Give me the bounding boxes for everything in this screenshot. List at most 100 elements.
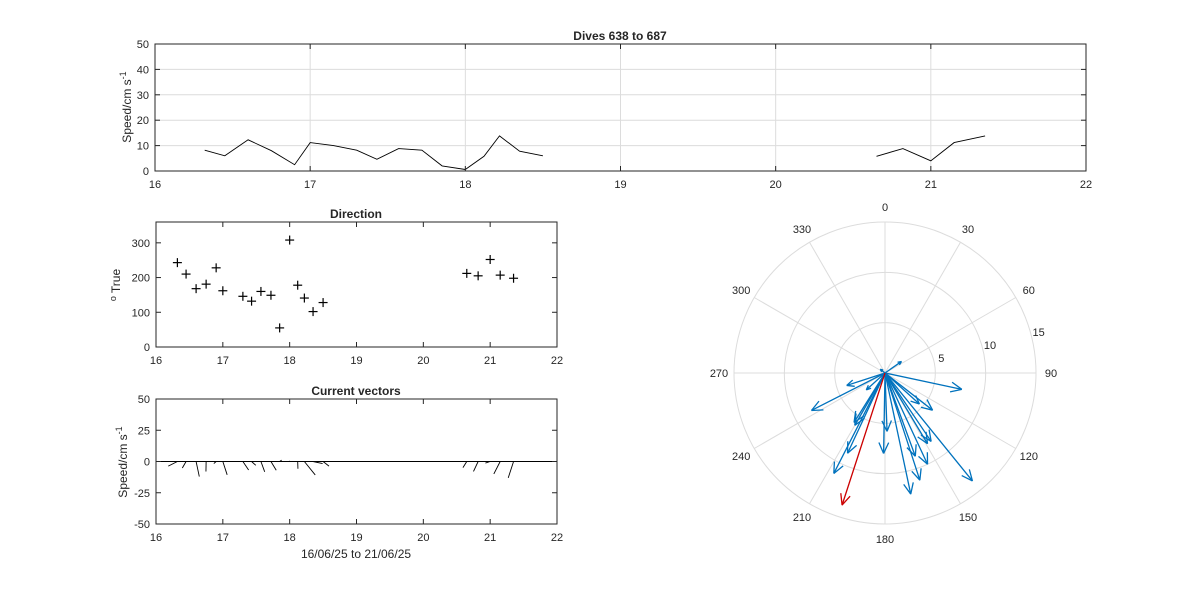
polar-vector: [884, 372, 963, 393]
polar-vector-shaft: [884, 372, 962, 390]
vectors-xtick-label: 17: [217, 532, 229, 544]
vectors-xtick-label: 21: [484, 532, 496, 544]
polar-theta-label: 270: [710, 368, 728, 380]
direction-point: [473, 271, 483, 281]
speed-ytick-label: 40: [137, 64, 149, 76]
direction-point: [201, 279, 211, 289]
polar-spoke: [753, 297, 886, 374]
polar-vector: [833, 372, 886, 474]
vector-stick: [168, 461, 178, 467]
vector-stick: [462, 461, 468, 468]
polar-vector-head: [883, 442, 890, 454]
direction-point: [172, 258, 182, 268]
polar-vector-head: [853, 410, 857, 423]
direction-ytick-label: 300: [132, 238, 150, 250]
polar-vector-shaft: [884, 372, 916, 457]
speed-title: Dives 638 to 687: [573, 29, 667, 43]
polar-vector: [884, 372, 974, 482]
direction-xtick-label: 17: [217, 355, 229, 367]
direction-point: [218, 286, 228, 296]
polar-panel: 0 30 60 90 120 150 180 210 240 270 300 330 5 10 15: [710, 202, 1057, 546]
vectors-ytick-label: 50: [138, 394, 150, 406]
polar-vector-head: [926, 399, 934, 411]
speed-series-line: [876, 135, 986, 162]
vectors-panel: Current vectors 16 17 18 19 20 21 22 -50 -25 0 25 5…: [114, 384, 563, 561]
polar-vector-head: [841, 495, 851, 506]
polar-vector-shaft: [853, 372, 886, 423]
polar-vector-shaft: [884, 372, 933, 411]
polar-vector-head: [811, 409, 824, 412]
polar-vector-head: [846, 384, 855, 387]
vector-stick: [251, 461, 257, 466]
direction-point: [256, 286, 266, 296]
vector-stick: [270, 461, 277, 471]
speed-ytick-label: 50: [137, 39, 149, 51]
polar-vector-shaft: [846, 372, 886, 387]
direction-point: [299, 293, 309, 303]
speed-ticks: 16 17 18 19 20 21 22 0 10 20 30 40 50: [137, 39, 1092, 191]
vectors-ytick-label: 0: [144, 457, 150, 469]
polar-theta-label: 60: [1023, 285, 1035, 297]
polar-vector-head: [914, 444, 917, 457]
vectors-ytick-label: -50: [134, 519, 150, 531]
polar-vector-head: [928, 429, 932, 442]
polar-ring: [783, 271, 987, 475]
vectors-xtick-label: 16: [150, 532, 162, 544]
polar-theta-label: 210: [793, 512, 811, 524]
vector-stick: [260, 461, 266, 472]
vectors-xlabel: 16/06/25 to 21/06/25: [301, 547, 411, 561]
vector-stick: [312, 461, 323, 464]
polar-theta-label: 180: [876, 534, 894, 546]
polar-ring: [834, 322, 936, 424]
direction-point: [247, 296, 257, 306]
speed-ytick-label: 20: [137, 115, 149, 127]
direction-point: [191, 284, 201, 294]
polar-vector: [865, 372, 886, 391]
direction-point: [318, 298, 328, 308]
polar-vector-shaft: [882, 372, 886, 454]
polar-vector-head: [906, 447, 916, 457]
direction-xtick-label: 16: [150, 355, 162, 367]
vectors-plot: [156, 459, 557, 479]
vector-stick: [507, 461, 514, 479]
polar-spoke: [753, 372, 886, 449]
direction-point: [181, 269, 191, 279]
direction-xtick-label: 22: [551, 355, 563, 367]
polar-vector-head: [833, 461, 836, 474]
polar-theta-label: 30: [962, 224, 974, 236]
polar-spoke: [884, 241, 961, 374]
polar-vector-head: [911, 470, 921, 481]
vector-stick: [222, 461, 228, 475]
vector-stick: [485, 461, 491, 464]
polar-vector: [846, 372, 886, 387]
polar-theta-label: 90: [1045, 368, 1057, 380]
vector-stick: [473, 461, 479, 472]
polar-vector-head: [840, 493, 843, 506]
vector-stick: [322, 461, 330, 467]
vectors-xtick-label: 20: [417, 532, 429, 544]
direction-xtick-label: 18: [284, 355, 296, 367]
polar-vector-head: [961, 474, 973, 482]
direction-ticks: 16 17 18 19 20 21 22 0 100 200 300: [132, 222, 563, 367]
polar-vector-head: [879, 368, 883, 373]
polar-theta-label: 240: [732, 451, 750, 463]
direction-ylabel: oTrue: [108, 269, 123, 302]
polar-vector-head: [910, 482, 914, 495]
polar-r-label: 15: [1032, 327, 1044, 339]
polar-vector: [884, 372, 922, 481]
polar-vector-shaft: [884, 372, 973, 482]
vectors-title: Current vectors: [311, 384, 401, 398]
polar-vector-head: [886, 420, 893, 432]
polar-vector: [884, 372, 929, 445]
direction-point: [308, 307, 318, 317]
polar-spoke: [884, 372, 1017, 449]
speed-ytick-label: 30: [137, 90, 149, 102]
polar-vector: [810, 372, 886, 412]
speed-plot: [204, 135, 986, 170]
vector-stick: [213, 461, 217, 464]
polar-spoke: [884, 297, 1017, 374]
direction-ytick-label: 200: [132, 273, 150, 285]
vectors-xtick-label: 22: [551, 532, 563, 544]
